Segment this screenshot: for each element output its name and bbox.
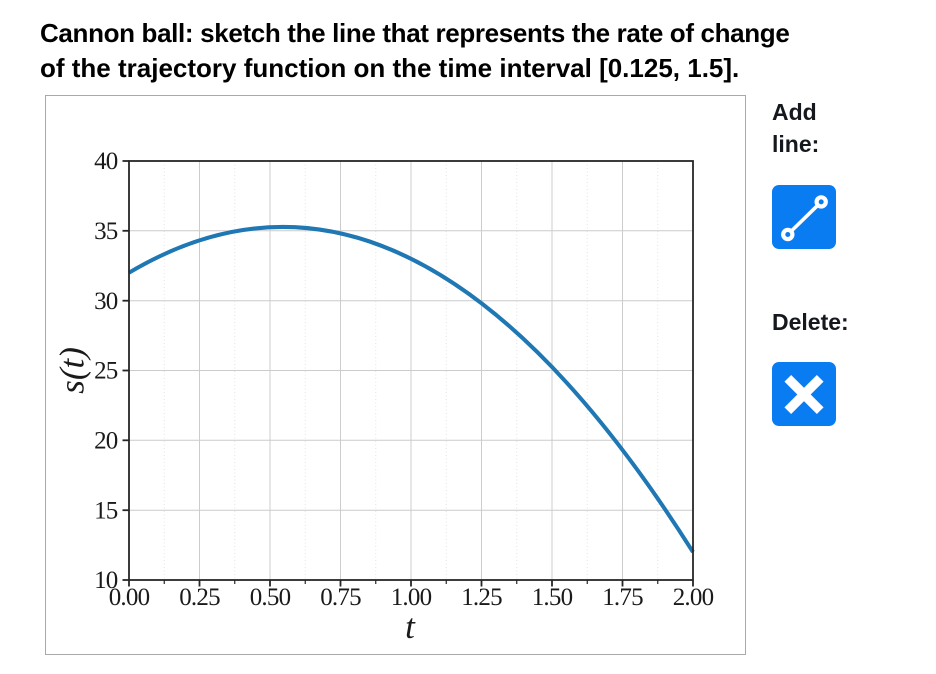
svg-text:s(t): s(t)	[52, 347, 91, 394]
svg-text:25: 25	[94, 358, 118, 385]
svg-text:1.25: 1.25	[461, 584, 502, 611]
svg-text:0.25: 0.25	[179, 584, 220, 611]
svg-text:20: 20	[94, 428, 118, 455]
svg-text:1.50: 1.50	[532, 584, 573, 611]
svg-text:0.00: 0.00	[109, 584, 150, 611]
svg-text:0.50: 0.50	[250, 584, 291, 611]
svg-text:30: 30	[94, 288, 118, 315]
svg-text:t: t	[405, 607, 416, 646]
svg-text:1.00: 1.00	[391, 584, 432, 611]
svg-text:1.75: 1.75	[602, 584, 643, 611]
svg-text:40: 40	[94, 148, 118, 175]
svg-text:10: 10	[94, 567, 118, 594]
svg-text:15: 15	[94, 497, 118, 524]
svg-text:0.75: 0.75	[320, 584, 361, 611]
svg-text:35: 35	[94, 218, 118, 245]
svg-text:2.00: 2.00	[673, 584, 714, 611]
